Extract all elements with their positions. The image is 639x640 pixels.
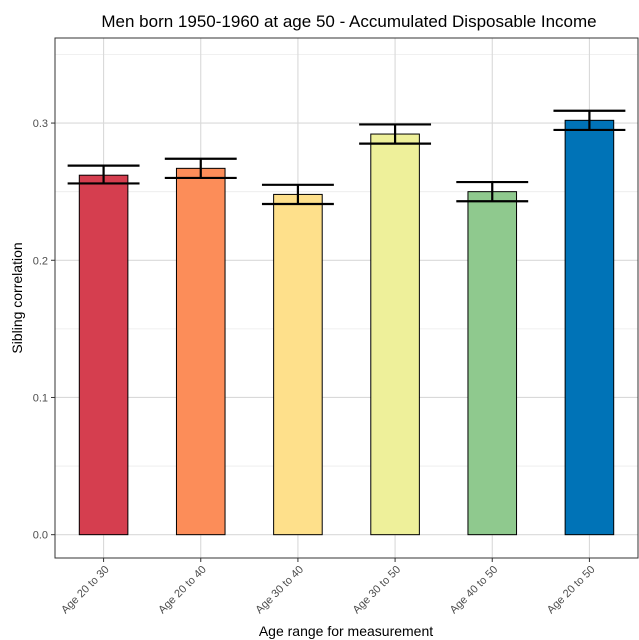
y-tick-label: 0.0 (33, 530, 48, 542)
y-tick-label: 0.1 (33, 392, 48, 404)
y-axis: 0.0 0.1 0.2 0.3 (33, 118, 55, 542)
chart-title: Men born 1950-1960 at age 50 - Accumulat… (101, 12, 596, 31)
bar (564, 119, 615, 536)
y-tick-label: 0.3 (33, 118, 48, 130)
minor-gridlines (55, 54, 638, 467)
bar (273, 193, 323, 536)
bar (467, 191, 518, 536)
error-bars (67, 109, 626, 206)
y-tick-label: 0.2 (33, 255, 48, 267)
x-axis-title: Age range for measurement (259, 623, 433, 639)
bar (78, 174, 129, 536)
bars (78, 119, 615, 536)
x-tick-label: Age 40 to 50 (448, 564, 501, 617)
x-axis: Age 20 to 30 Age 20 to 40 Age 30 to 40 Age … (59, 558, 598, 617)
x-tick-label: Age 20 to 50 (545, 564, 598, 617)
x-tick-label: Age 30 to 50 (351, 564, 404, 617)
plot-panel-border (54, 37, 639, 559)
bar (370, 133, 420, 536)
y-axis-title: Sibling correlation (9, 242, 25, 353)
bar (175, 167, 226, 536)
x-tick-label: Age 30 to 40 (253, 564, 306, 617)
plot-panel (55, 38, 638, 558)
x-tick-label: Age 20 to 30 (59, 564, 112, 617)
x-tick-label: Age 20 to 40 (156, 564, 209, 617)
